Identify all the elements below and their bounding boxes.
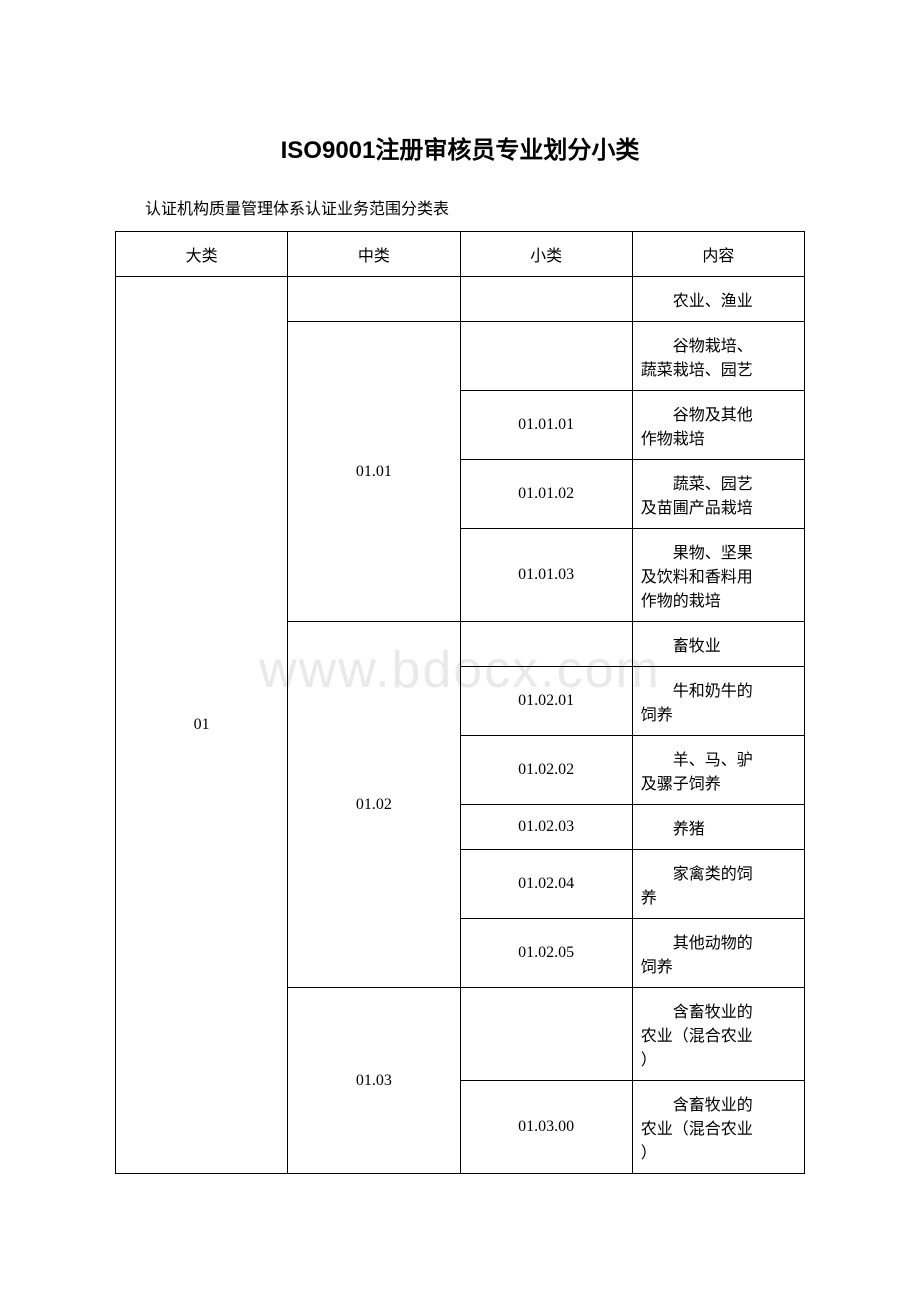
content-text: 及苗圃产品栽培 xyxy=(641,494,796,518)
content-text: 羊、马、驴 xyxy=(641,746,796,770)
content-text: 牛和奶牛的 xyxy=(641,677,796,701)
table-wrapper: 大类 中类 小类 内容 01 农业、渔业 01.01 谷物栽培、 xyxy=(115,231,805,1174)
document-subtitle: 认证机构质量管理体系认证业务范围分类表 xyxy=(115,195,805,219)
cell-minor: 01.02.04 xyxy=(460,850,632,919)
content-text: 含畜牧业的 xyxy=(641,1091,796,1115)
content-text: 作物栽培 xyxy=(641,425,796,449)
content-text: 农业（混合农业 xyxy=(641,1022,796,1046)
content-text: 及饮料和香料用 xyxy=(641,563,796,587)
cell-minor xyxy=(460,988,632,1081)
header-minor: 小类 xyxy=(460,232,632,277)
cell-content: 含畜牧业的 农业（混合农业 ） xyxy=(632,1081,804,1174)
header-major: 大类 xyxy=(116,232,288,277)
content-text: 蔬菜、园艺 xyxy=(641,470,796,494)
document-title: ISO9001注册审核员专业划分小类 xyxy=(115,130,805,165)
cell-medium: 01.01 xyxy=(288,322,460,622)
cell-content: 家禽类的饲 养 xyxy=(632,850,804,919)
table-row: 01 农业、渔业 xyxy=(116,277,805,322)
cell-minor: 01.02.02 xyxy=(460,736,632,805)
content-text: 农业（混合农业 xyxy=(641,1115,796,1139)
cell-content: 养猪 xyxy=(632,805,804,850)
content-text: 其他动物的 xyxy=(641,929,796,953)
cell-content: 谷物及其他 作物栽培 xyxy=(632,391,804,460)
cell-content: 牛和奶牛的 饲养 xyxy=(632,667,804,736)
content-text: ） xyxy=(641,1139,796,1163)
content-text: 农业、渔业 xyxy=(641,287,796,311)
content-text: 含畜牧业的 xyxy=(641,998,796,1022)
content-text: 蔬菜栽培、园艺 xyxy=(641,356,796,380)
content-text: 畜牧业 xyxy=(641,632,796,656)
classification-table: 大类 中类 小类 内容 01 农业、渔业 01.01 谷物栽培、 xyxy=(115,231,805,1174)
cell-content: 谷物栽培、 蔬菜栽培、园艺 xyxy=(632,322,804,391)
cell-medium xyxy=(288,277,460,322)
content-text: 谷物栽培、 xyxy=(641,332,796,356)
cell-content: 羊、马、驴 及骡子饲养 xyxy=(632,736,804,805)
cell-major: 01 xyxy=(116,277,288,1174)
content-text: 养 xyxy=(641,884,796,908)
cell-minor: 01.01.01 xyxy=(460,391,632,460)
content-text: 家禽类的饲 xyxy=(641,860,796,884)
content-text: 作物的栽培 xyxy=(641,587,796,611)
cell-minor: 01.02.05 xyxy=(460,919,632,988)
content-text: 饲养 xyxy=(641,701,796,725)
content-text: ） xyxy=(641,1046,796,1070)
cell-content: 农业、渔业 xyxy=(632,277,804,322)
cell-content: 畜牧业 xyxy=(632,622,804,667)
cell-minor: 01.01.03 xyxy=(460,529,632,622)
cell-minor: 01.03.00 xyxy=(460,1081,632,1174)
page-container: ISO9001注册审核员专业划分小类 认证机构质量管理体系认证业务范围分类表 大… xyxy=(0,0,920,1174)
content-text: 养猪 xyxy=(641,815,796,839)
cell-minor xyxy=(460,277,632,322)
cell-minor xyxy=(460,322,632,391)
content-text: 谷物及其他 xyxy=(641,401,796,425)
header-medium: 中类 xyxy=(288,232,460,277)
cell-medium: 01.02 xyxy=(288,622,460,988)
cell-minor: 01.02.01 xyxy=(460,667,632,736)
table-header-row: 大类 中类 小类 内容 xyxy=(116,232,805,277)
cell-content: 其他动物的 饲养 xyxy=(632,919,804,988)
cell-content: 蔬菜、园艺 及苗圃产品栽培 xyxy=(632,460,804,529)
content-text: 饲养 xyxy=(641,953,796,977)
cell-content: 果物、坚果 及饮料和香料用 作物的栽培 xyxy=(632,529,804,622)
cell-content: 含畜牧业的 农业（混合农业 ） xyxy=(632,988,804,1081)
content-text: 果物、坚果 xyxy=(641,539,796,563)
cell-minor: 01.02.03 xyxy=(460,805,632,850)
cell-minor: 01.01.02 xyxy=(460,460,632,529)
header-content: 内容 xyxy=(632,232,804,277)
cell-medium: 01.03 xyxy=(288,988,460,1174)
content-text: 及骡子饲养 xyxy=(641,770,796,794)
cell-minor xyxy=(460,622,632,667)
